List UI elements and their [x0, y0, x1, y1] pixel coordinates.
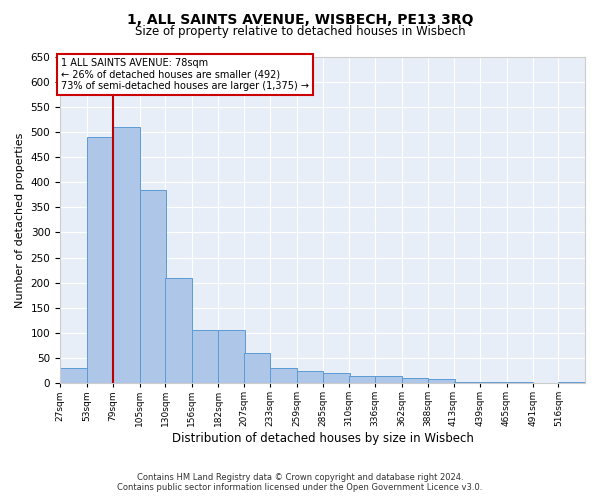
Y-axis label: Number of detached properties: Number of detached properties [15, 132, 25, 308]
Bar [533, 382, 560, 383]
Text: 1 ALL SAINTS AVENUE: 78sqm
← 26% of detached houses are smaller (492)
73% of sem: 1 ALL SAINTS AVENUE: 78sqm ← 26% of deta… [61, 58, 309, 90]
Bar [296, 370, 323, 383]
Bar [270, 368, 296, 383]
Bar [140, 190, 166, 383]
Bar [191, 330, 218, 383]
Bar [559, 382, 585, 383]
Bar [401, 378, 428, 383]
Bar [349, 376, 375, 383]
Bar [454, 382, 480, 383]
Bar [60, 368, 86, 383]
X-axis label: Distribution of detached houses by size in Wisbech: Distribution of detached houses by size … [172, 432, 473, 445]
Text: Contains HM Land Registry data © Crown copyright and database right 2024.
Contai: Contains HM Land Registry data © Crown c… [118, 473, 482, 492]
Bar [428, 379, 455, 383]
Bar [218, 330, 245, 383]
Bar [506, 382, 533, 383]
Bar [480, 382, 506, 383]
Text: Size of property relative to detached houses in Wisbech: Size of property relative to detached ho… [134, 25, 466, 38]
Bar [165, 278, 191, 383]
Text: 1, ALL SAINTS AVENUE, WISBECH, PE13 3RQ: 1, ALL SAINTS AVENUE, WISBECH, PE13 3RQ [127, 12, 473, 26]
Bar [375, 376, 401, 383]
Bar [113, 127, 140, 383]
Bar [323, 373, 350, 383]
Bar [86, 137, 113, 383]
Bar [244, 353, 270, 383]
